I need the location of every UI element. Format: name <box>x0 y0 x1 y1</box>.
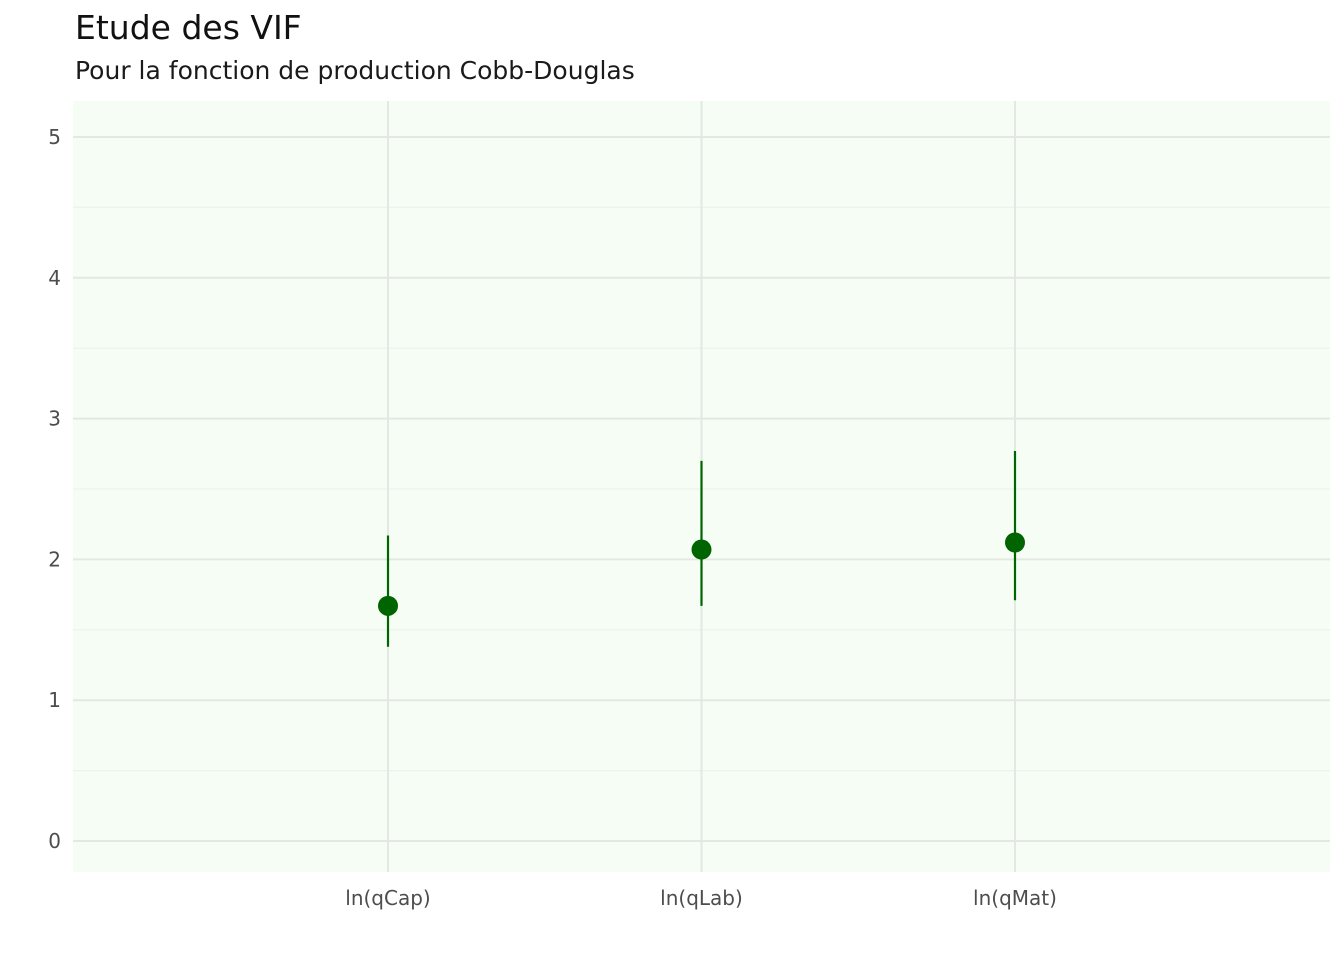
vif-point <box>378 595 398 616</box>
chart-subtitle: Pour la fonction de production Cobb-Doug… <box>75 56 635 85</box>
x-tick-label: ln(qMat) <box>973 886 1057 910</box>
y-tick-label: 0 <box>48 829 61 853</box>
data-marks <box>378 450 1025 647</box>
vif-point <box>1005 532 1025 553</box>
x-tick-label: ln(qCap) <box>345 886 430 910</box>
y-tick-label: 5 <box>48 125 61 149</box>
y-tick-label: 4 <box>48 266 61 290</box>
vif-point <box>691 539 712 560</box>
x-axis: ln(qCap) ln(qLab) ln(qMat) <box>345 886 1057 910</box>
y-tick-label: 3 <box>48 407 61 431</box>
y-tick-label: 1 <box>48 688 61 712</box>
x-tick-label: ln(qLab) <box>660 886 743 910</box>
y-tick-label: 2 <box>48 547 61 571</box>
y-axis: 0 1 2 3 4 5 <box>48 125 61 853</box>
chart-title: Etude des VIF <box>75 8 302 47</box>
